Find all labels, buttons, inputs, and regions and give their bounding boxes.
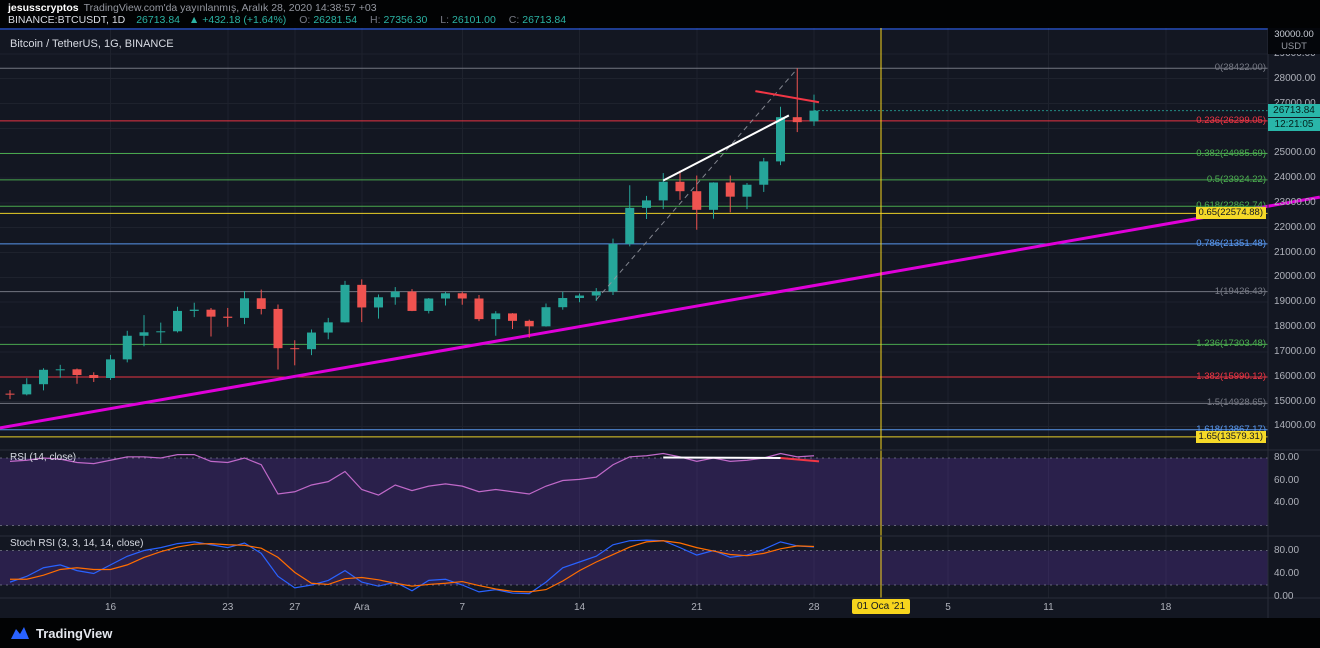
fib-lines — [0, 28, 1268, 438]
symbol-row: BINANCE:BTCUSDT, 1D 26713.84 ▲ +432.18 (… — [8, 14, 1320, 26]
price-line-axis-box: 30000.00 USDT — [1268, 28, 1320, 54]
publish-row: jesusscryptos TradingView.com'da yayınlan… — [8, 2, 1320, 14]
indicator-bands — [0, 457, 1268, 586]
pane-separators — [0, 28, 1320, 618]
chart-title: Bitcoin / TetherUS, 1G, BINANCE — [10, 38, 174, 50]
open-value: 26281.54 — [313, 14, 358, 26]
candles — [5, 68, 1268, 400]
close-value: 26713.84 — [522, 14, 567, 26]
price-line-value: 30000.00 — [1274, 29, 1314, 40]
low-label: L: — [440, 14, 450, 26]
stoch-pane-label[interactable]: Stoch RSI (3, 3, 14, 14, close) — [10, 538, 144, 549]
price-line-unit: USDT — [1281, 41, 1307, 52]
current-price-tag: 26713.84 — [1268, 104, 1320, 117]
rsi-plot — [9, 452, 820, 496]
low-value: 26101.00 — [452, 14, 496, 26]
header: jesusscryptos TradingView.com'da yayınlan… — [0, 0, 1320, 28]
price-change: ▲ +432.18 (+1.64%) — [188, 14, 287, 26]
symbol-title[interactable]: BINANCE:BTCUSDT, 1D — [8, 14, 126, 26]
stoch-plot — [9, 539, 815, 595]
trendline-magenta — [0, 195, 1320, 430]
publish-info: TradingView.com'da yayınlanmış, Aralık 2… — [83, 2, 377, 14]
rsi-pane-label[interactable]: RSI (14, close) — [10, 452, 77, 463]
close-label: C: — [508, 14, 520, 26]
tradingview-logo[interactable]: TradingView — [10, 626, 112, 641]
footer-bar: TradingView — [0, 618, 1320, 648]
tradingview-logo-icon — [11, 627, 29, 639]
open-label: O: — [299, 14, 311, 26]
grid-lines — [0, 28, 1268, 598]
author-name[interactable]: jesusscryptos — [8, 2, 79, 14]
high-label: H: — [370, 14, 381, 26]
last-price: 26713.84 — [136, 14, 180, 26]
tradingview-logo-text: TradingView — [36, 625, 113, 641]
drawing-overlays — [595, 28, 882, 598]
bar-countdown-tag: 12:21:05 — [1268, 118, 1320, 131]
high-value: 27356.30 — [383, 14, 428, 26]
